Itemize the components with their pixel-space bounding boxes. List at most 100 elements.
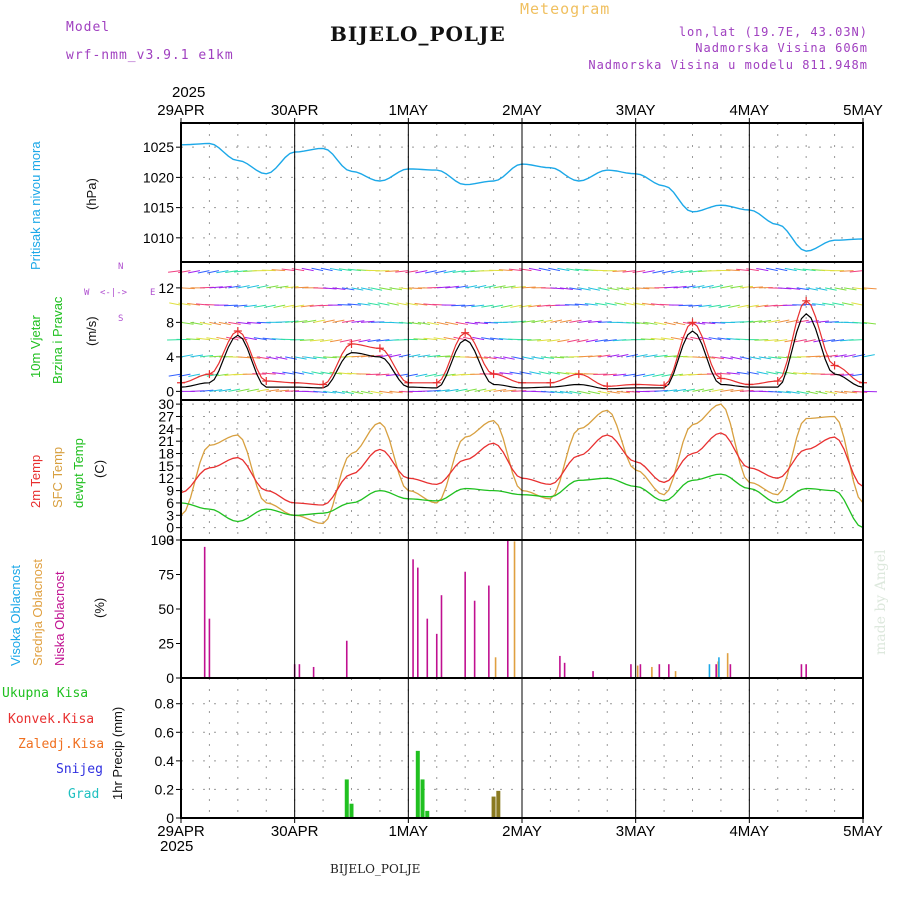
wind-arrow xyxy=(815,355,829,358)
wind-arrow xyxy=(226,336,238,341)
model-label: Model xyxy=(66,20,111,35)
wind-arrow xyxy=(266,356,279,360)
wind-arrow xyxy=(603,339,617,342)
station-title: BIJELO_POLJE xyxy=(330,22,506,46)
wind-arrow xyxy=(360,287,373,291)
wind-arrow xyxy=(578,390,591,395)
wind-arrow xyxy=(425,270,437,274)
wind-arrow xyxy=(521,356,534,360)
wind-arrow xyxy=(294,320,308,323)
wind-arrow xyxy=(413,338,428,341)
wind-arrow xyxy=(588,320,602,323)
day-label-bottom: 2MAY xyxy=(502,823,542,840)
wind-arrow xyxy=(720,356,734,360)
wind-arrow xyxy=(207,270,219,274)
y-tick-label: 18 xyxy=(158,446,174,462)
wind-gust-marker xyxy=(262,377,271,386)
wind-arrow xyxy=(825,354,838,358)
wind-arrow xyxy=(749,356,762,360)
wind-arrow xyxy=(481,337,494,341)
wind-arrow xyxy=(531,356,544,360)
wind-arrow xyxy=(843,287,857,291)
wind-arrow xyxy=(768,319,781,323)
wind-arrow xyxy=(499,372,513,375)
y-tick-label: 0 xyxy=(166,810,174,826)
wind-arrow xyxy=(635,354,648,358)
wind-arrow xyxy=(597,390,610,395)
wind-arrow xyxy=(597,321,612,323)
wind-arrow xyxy=(415,373,428,377)
wind-arrow xyxy=(692,285,705,289)
wind-arrow xyxy=(367,339,380,343)
wind-arrow xyxy=(311,371,324,375)
wind-arrow xyxy=(849,339,864,341)
legend-total-rain: Ukupna Kisa xyxy=(2,686,89,701)
wind-arrow xyxy=(291,268,305,272)
wind-arrow xyxy=(512,390,527,392)
wind-arrow xyxy=(385,373,399,377)
wind-arrow xyxy=(443,270,456,274)
wind-arrow xyxy=(320,371,333,375)
wind-arrow xyxy=(168,270,182,273)
wind-arrow xyxy=(529,371,542,375)
wind-arrow xyxy=(367,302,381,306)
wind-arrow xyxy=(275,389,290,392)
day-label-top: 1MAY xyxy=(388,102,428,119)
wind-arrow xyxy=(294,356,307,360)
wind-arrow xyxy=(237,321,251,325)
wind-arrow xyxy=(626,390,640,393)
y-tick-label: 0.4 xyxy=(155,753,175,769)
wind-arrow xyxy=(654,354,668,358)
wind-arrow xyxy=(299,339,314,341)
wind-arrow xyxy=(862,321,876,325)
compass-e-label: E xyxy=(150,288,156,298)
wind-arrow xyxy=(806,287,819,291)
wind-arrow xyxy=(588,354,602,358)
wind-arrow xyxy=(688,270,703,273)
wind-arrow xyxy=(622,270,636,273)
wind-arrow xyxy=(822,302,835,306)
wind-arrow xyxy=(186,338,200,341)
wind-arrow xyxy=(209,389,223,392)
wind-arrow xyxy=(736,268,750,272)
wind-arrow xyxy=(436,286,451,289)
wind-arrow xyxy=(319,339,333,342)
wind-arrow xyxy=(313,319,326,323)
wind-arrow xyxy=(739,389,754,392)
wind-arrow xyxy=(538,267,551,272)
wind-arrow xyxy=(465,388,477,392)
wind-arrow xyxy=(527,339,541,341)
wind-arrow xyxy=(825,321,839,323)
compass-cross-icon: <-|-> xyxy=(100,288,128,298)
wind-gust-marker xyxy=(660,381,669,390)
wind-arrow xyxy=(216,336,229,341)
day-label-top: 5MAY xyxy=(843,102,883,119)
wind-arrow xyxy=(389,354,402,358)
elevation-info: Nadmorska Visina 606m xyxy=(695,41,868,55)
legend-convective-rain: Konvek.Kisa xyxy=(8,712,95,727)
wind-gust-marker xyxy=(319,380,328,389)
wind-arrow xyxy=(313,390,328,394)
wind-arrow xyxy=(455,321,468,325)
wind-arrow xyxy=(650,337,665,341)
wind-arrow xyxy=(521,320,535,323)
compass-rose: N W E S <-|-> xyxy=(84,262,158,326)
wind-arrow xyxy=(300,304,314,308)
wind-arrow xyxy=(243,304,257,308)
wind-arrow xyxy=(825,390,838,395)
wind-arrow xyxy=(472,336,485,341)
wind-arrow xyxy=(395,373,409,377)
wind-arrow xyxy=(720,285,733,289)
wind-arrow xyxy=(247,321,261,324)
wind-arrow xyxy=(168,373,182,377)
wind-arrow xyxy=(347,268,362,272)
wind-arrow xyxy=(237,356,252,359)
wind-arrow xyxy=(607,287,620,291)
precip-bar xyxy=(496,790,501,818)
y-tick-label: 100 xyxy=(151,532,175,548)
wind-arrow xyxy=(323,356,337,359)
wind-arrow xyxy=(408,287,423,290)
wind-arrow xyxy=(787,287,801,290)
wind-arrow xyxy=(434,270,447,274)
wind-arrow xyxy=(841,302,854,306)
